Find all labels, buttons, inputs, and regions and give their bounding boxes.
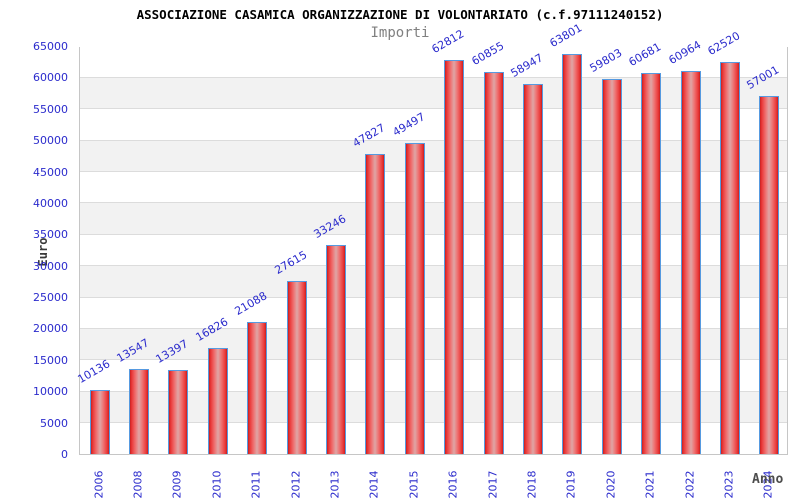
x-tick-label: 2011 [249, 470, 263, 499]
x-tick-label: 2017 [486, 470, 500, 499]
y-tick-label: 55000 [33, 102, 68, 116]
plot-stripe [80, 328, 787, 360]
x-tick-label: 2006 [92, 470, 106, 499]
gridline [80, 76, 787, 78]
plot-stripe [80, 171, 787, 203]
gridline [80, 422, 787, 424]
plot-area [79, 46, 788, 455]
plot-stripe [80, 108, 787, 141]
bar-2015 [404, 143, 425, 454]
x-tick-label: 2014 [367, 470, 381, 499]
bar-2012 [286, 280, 307, 454]
x-tick-label: 2019 [564, 470, 578, 499]
x-tick-label: 2008 [131, 470, 145, 499]
y-tick-label: 40000 [33, 196, 68, 210]
plot-stripe [80, 359, 787, 392]
x-tick-label: 2022 [683, 470, 697, 499]
gridline [80, 139, 787, 141]
y-tick-label: 10000 [33, 385, 68, 399]
bar-2009 [168, 369, 189, 454]
bar-2010 [207, 348, 228, 454]
bar-2024 [759, 96, 780, 454]
x-tick-label: 2010 [210, 470, 224, 499]
chart-subtitle: Importi [370, 25, 430, 41]
y-tick-label: 30000 [33, 259, 68, 273]
bar-2017 [483, 72, 504, 454]
x-tick-label: 2016 [446, 470, 460, 499]
gridline [80, 233, 787, 235]
bar-2011 [247, 321, 268, 454]
plot-stripe [80, 265, 787, 298]
bar-2023 [719, 61, 740, 454]
plot-stripe [80, 140, 787, 172]
bar-2016 [444, 59, 465, 454]
gridline [80, 359, 787, 361]
y-tick-label: 65000 [33, 40, 68, 53]
y-tick-label: 0 [61, 448, 68, 461]
x-tick-label: 2020 [604, 470, 618, 499]
plot-stripe [80, 422, 787, 454]
bar-2021 [641, 73, 662, 454]
y-tick-label: 60000 [33, 71, 68, 85]
y-tick-label: 50000 [33, 134, 68, 148]
bar-2008 [129, 368, 150, 454]
gridline [80, 265, 787, 267]
x-tick-label: 2015 [407, 470, 421, 499]
gridline [80, 390, 787, 392]
bar-2022 [680, 71, 701, 454]
bar-2014 [365, 153, 386, 454]
plot-stripe [80, 202, 787, 235]
y-tick-label: 45000 [33, 165, 68, 179]
x-tick-label: 2013 [328, 470, 342, 499]
gridline [80, 296, 787, 298]
x-tick-label: 2018 [525, 470, 539, 499]
plot-stripe [80, 297, 787, 329]
plot-stripe [80, 46, 787, 78]
gridline [80, 327, 787, 329]
bar-2019 [562, 53, 583, 454]
plot-stripe [80, 234, 787, 266]
x-tick-label: 2009 [170, 470, 184, 499]
y-tick-label: 5000 [40, 416, 68, 430]
gridline [80, 108, 787, 110]
bar-2013 [326, 245, 347, 454]
plot-stripe [80, 391, 787, 423]
bar-2006 [89, 390, 110, 454]
chart-title: ASSOCIAZIONE CASAMICA ORGANIZZAZIONE DI … [136, 7, 664, 22]
x-tick-label: 2012 [289, 470, 303, 499]
x-tick-label: 2021 [643, 470, 657, 499]
bar-2018 [522, 84, 543, 454]
y-tick-label: 25000 [33, 291, 68, 305]
y-tick-label: 15000 [33, 353, 68, 367]
x-tick-label: 2023 [722, 470, 736, 499]
gridline [80, 171, 787, 173]
x-axis-title: Anno [752, 472, 784, 487]
y-tick-label: 20000 [33, 322, 68, 336]
y-tick-label: 35000 [33, 228, 68, 242]
plot-stripe [80, 77, 787, 109]
bar-2020 [601, 78, 622, 454]
gridline [80, 202, 787, 204]
